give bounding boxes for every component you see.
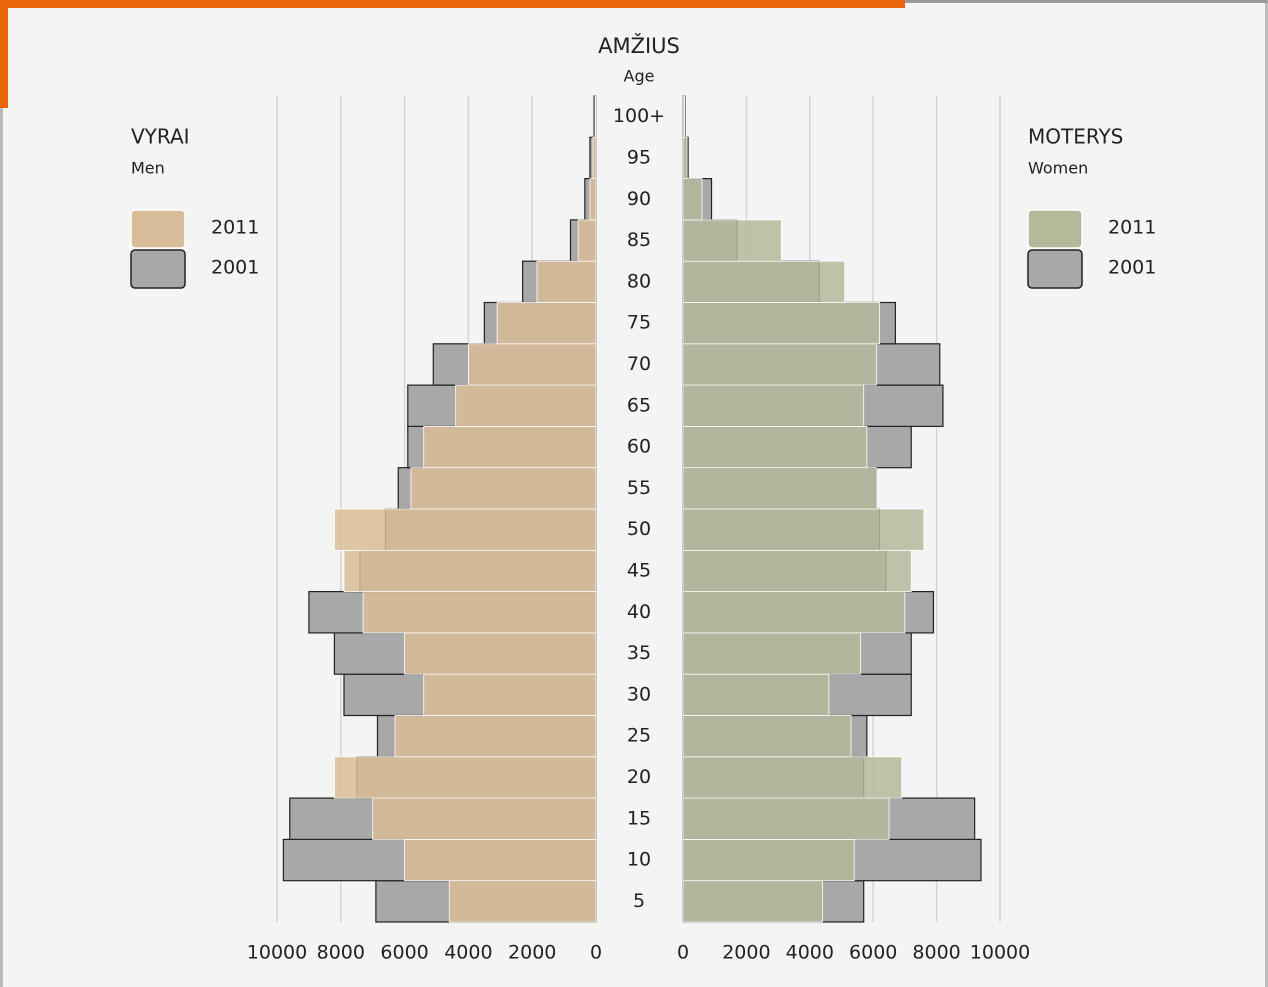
bar <box>592 136 597 180</box>
chart-subtitle: Age <box>624 67 655 86</box>
bar <box>423 673 597 716</box>
bar <box>343 549 597 592</box>
y-tick-label: 100+ <box>613 105 665 127</box>
bar <box>682 839 855 882</box>
x-tick-label: 2000 <box>508 942 556 964</box>
legend-label: 2011 <box>211 217 259 239</box>
bar <box>682 673 830 716</box>
y-tick-label: 45 <box>627 559 651 581</box>
bar <box>682 756 903 799</box>
side-line <box>0 108 3 987</box>
x-tick-label: 8000 <box>317 942 365 964</box>
bar <box>682 797 890 840</box>
bar <box>682 715 852 758</box>
legend-swatch <box>130 209 186 249</box>
bar <box>682 136 688 180</box>
x-tick-label: 4000 <box>786 942 834 964</box>
legend-swatch <box>130 249 186 289</box>
panel-subtitle: Men <box>131 159 165 178</box>
x-tick-label: 4000 <box>444 942 492 964</box>
top-line <box>905 0 1268 3</box>
bar <box>372 797 597 840</box>
y-tick-label: 35 <box>627 642 651 664</box>
y-tick-label: 30 <box>627 683 651 705</box>
legend-label: 2001 <box>1108 257 1156 279</box>
y-tick-label: 10 <box>627 849 651 871</box>
bar <box>682 632 861 675</box>
bar <box>682 95 685 138</box>
bar <box>577 219 597 262</box>
y-tick-label: 90 <box>627 188 651 210</box>
bar <box>334 508 597 551</box>
panel-title: MOTERYS <box>1028 125 1123 149</box>
y-tick-label: 75 <box>627 312 651 334</box>
x-tick-label: 8000 <box>912 942 960 964</box>
top-bar <box>0 0 905 8</box>
legend-label: 2001 <box>211 257 259 279</box>
bar <box>682 384 865 427</box>
bar <box>404 839 597 882</box>
bar <box>589 178 597 221</box>
bar <box>455 384 597 427</box>
bar <box>394 715 597 758</box>
x-tick-label: 2000 <box>722 942 770 964</box>
bar <box>423 425 597 469</box>
bar <box>682 549 912 592</box>
x-tick-label: 6000 <box>849 942 897 964</box>
x-tick-label: 0 <box>590 942 602 964</box>
y-tick-label: 60 <box>627 436 651 458</box>
x-tick-label: 0 <box>677 942 689 964</box>
bar <box>682 219 782 262</box>
chart-title: AMŽIUS <box>598 33 680 58</box>
y-tick-label: 70 <box>627 353 651 375</box>
y-tick-label: 65 <box>627 394 651 416</box>
bar <box>682 260 846 303</box>
bar <box>682 425 868 469</box>
bar <box>682 178 703 221</box>
legend-label: 2011 <box>1108 217 1156 239</box>
bar <box>682 880 823 923</box>
side-bar <box>0 0 8 108</box>
panel-title: VYRAI <box>131 125 190 149</box>
bar <box>594 95 597 138</box>
bar <box>496 302 597 345</box>
bar <box>467 343 597 386</box>
bar <box>682 591 906 634</box>
x-tick-label: 6000 <box>380 942 428 964</box>
y-tick-label: 25 <box>627 725 651 747</box>
y-tick-label: 40 <box>627 601 651 623</box>
x-tick-label: 10000 <box>970 942 1030 964</box>
legend-swatch <box>1027 209 1083 249</box>
y-tick-label: 80 <box>627 270 651 292</box>
bar <box>410 467 597 510</box>
bar <box>334 756 597 799</box>
y-tick-label: 85 <box>627 229 651 251</box>
side-line <box>1265 3 1268 987</box>
y-tick-label: 5 <box>633 890 645 912</box>
y-tick-label: 15 <box>627 807 651 829</box>
bar <box>682 508 925 551</box>
bar <box>362 591 597 634</box>
bar <box>448 880 597 923</box>
bar <box>404 632 597 675</box>
legend-swatch <box>1027 249 1083 289</box>
x-tick-label: 10000 <box>247 942 307 964</box>
y-tick-label: 20 <box>627 766 651 788</box>
bar <box>682 302 880 345</box>
y-tick-label: 50 <box>627 518 651 540</box>
y-tick-label: 95 <box>627 146 651 168</box>
y-tick-label: 55 <box>627 477 651 499</box>
bar <box>682 467 877 510</box>
bar <box>536 260 597 303</box>
panel-subtitle: Women <box>1028 159 1088 178</box>
bar <box>682 343 877 386</box>
